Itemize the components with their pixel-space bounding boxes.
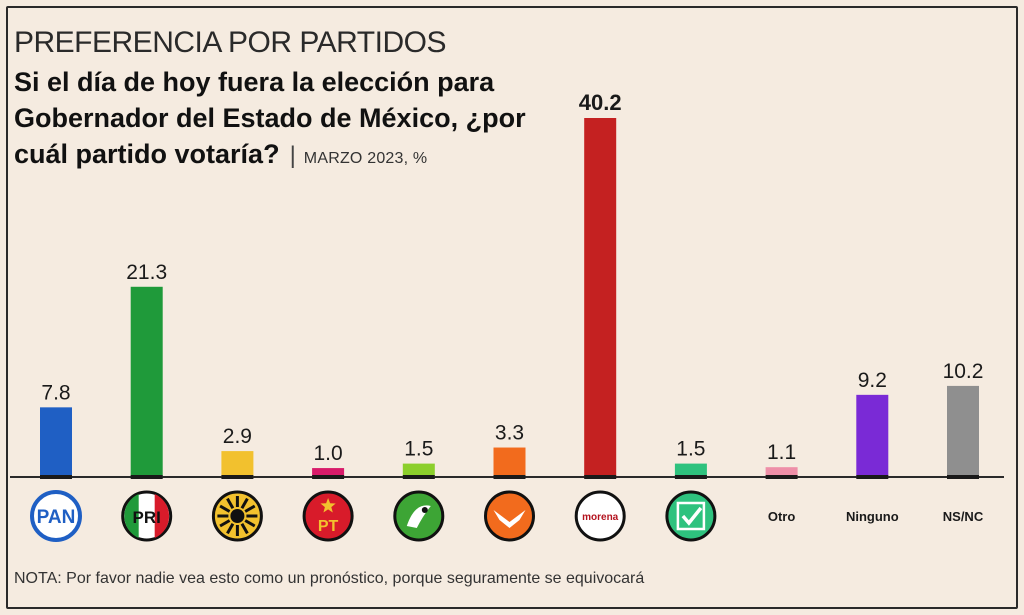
bar-ninguno <box>856 394 889 477</box>
value-label-pri: 21.3 <box>126 261 167 284</box>
value-label-pt: 1.0 <box>313 442 342 465</box>
bar-pvem <box>402 463 435 477</box>
value-label-mc: 3.3 <box>495 422 524 445</box>
pri-logo: PRI <box>121 490 173 542</box>
mc-eagle-logo <box>484 490 535 542</box>
prd-sun-logo <box>211 490 263 542</box>
pan-logo: PAN <box>30 490 82 542</box>
bar-base-na <box>674 475 707 479</box>
bar-base-pan <box>40 475 72 479</box>
bar-base-ninguno <box>856 475 889 479</box>
bar-prd <box>221 451 254 477</box>
chart-kicker: PREFERENCIA POR PARTIDOS <box>14 26 446 59</box>
bar-morena <box>584 118 617 477</box>
value-label-morena: 40.2 <box>579 90 622 115</box>
bar-pri <box>130 286 163 477</box>
pvem-toucan-logo <box>393 490 445 542</box>
title-separator: | <box>289 142 296 169</box>
value-label-ns-nc: 10.2 <box>943 360 984 383</box>
question-text: Si el día de hoy fuera la elección para … <box>14 67 526 169</box>
pt-star-logo: PT <box>302 490 354 542</box>
bar-base-prd <box>221 475 254 479</box>
bar-ns-nc <box>947 385 979 477</box>
bar-base-pt <box>312 475 345 479</box>
value-label-na: 1.5 <box>676 438 705 461</box>
svg-text:PAN: PAN <box>37 507 76 528</box>
chart-frame <box>6 6 1018 609</box>
value-label-pan: 7.8 <box>41 381 70 404</box>
svg-text:PT: PT <box>318 518 339 535</box>
footnote: NOTA: Por favor nadie vea esto como un p… <box>14 570 645 587</box>
morena-logo: morena <box>574 490 626 542</box>
svg-text:PRI: PRI <box>133 508 161 527</box>
bar-base-ns-nc <box>947 475 979 479</box>
bar-base-otro <box>765 475 798 479</box>
bar-mc <box>493 447 526 477</box>
value-label-pvem: 1.5 <box>404 438 433 461</box>
value-label-prd: 2.9 <box>223 425 252 448</box>
category-label-ninguno: Ninguno <box>846 509 899 524</box>
bar-base-pri <box>130 475 163 479</box>
value-label-ninguno: 9.2 <box>858 369 887 392</box>
bar-na <box>674 463 707 477</box>
svg-text:morena: morena <box>582 512 619 523</box>
bar-base-mc <box>493 475 526 479</box>
na-check-logo <box>665 490 717 542</box>
value-label-otro: 1.1 <box>767 441 796 464</box>
date-unit: MARZO 2023, % <box>303 150 428 167</box>
bar-base-pvem <box>402 475 435 479</box>
category-label-ns-nc: NS/NC <box>943 509 984 524</box>
chart-question: Si el día de hoy fuera la elección para … <box>14 64 534 177</box>
bar-otro <box>765 467 798 477</box>
bar-pan <box>40 407 72 477</box>
bar-pt <box>312 468 345 477</box>
category-label-otro: Otro <box>768 509 796 524</box>
bar-base-morena <box>584 475 617 479</box>
